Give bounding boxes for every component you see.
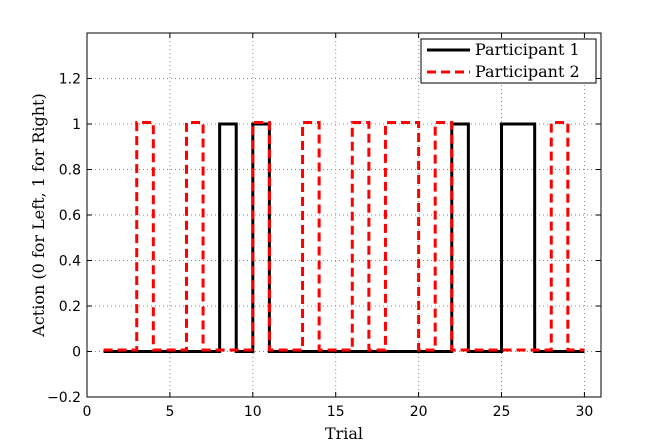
y-tick-label: 0.8 xyxy=(59,163,81,179)
y-tick-label: −0.2 xyxy=(47,390,81,406)
legend-label-participant-2: Participant 2 xyxy=(475,62,580,81)
x-tick-label: 20 xyxy=(410,404,428,420)
y-tick-label: 0.6 xyxy=(59,208,81,224)
y-tick-label: 0.2 xyxy=(59,299,81,315)
y-tick-label: 0.4 xyxy=(59,254,81,270)
y-tick-label: 1 xyxy=(72,117,81,133)
series-line-participant-2 xyxy=(103,121,585,352)
legend-box xyxy=(420,38,597,84)
axis-ticks: 0 5 10 15 20 25 30−0.200.20.40.60.811.2 xyxy=(47,33,601,420)
grid-lines xyxy=(87,33,601,397)
series-line-participant-1 xyxy=(103,122,585,353)
x-tick-label: 25 xyxy=(493,404,511,420)
x-tick-label: 10 xyxy=(244,404,262,420)
x-tick-label: 30 xyxy=(576,404,594,420)
x-axis-label: Trial xyxy=(325,424,363,443)
legend-label-participant-1: Participant 1 xyxy=(475,40,580,59)
y-tick-label: 1.2 xyxy=(59,72,81,88)
x-tick-label: 15 xyxy=(327,404,345,420)
legend: Participant 1 Participant 2 xyxy=(420,38,597,84)
x-tick-label: 5 xyxy=(165,404,174,420)
y-tick-label: 0 xyxy=(72,345,81,361)
series-layer xyxy=(103,121,585,353)
x-tick-label: 0 xyxy=(83,404,92,420)
y-axis-label: Action (0 for Left, 1 for Right) xyxy=(29,93,48,337)
